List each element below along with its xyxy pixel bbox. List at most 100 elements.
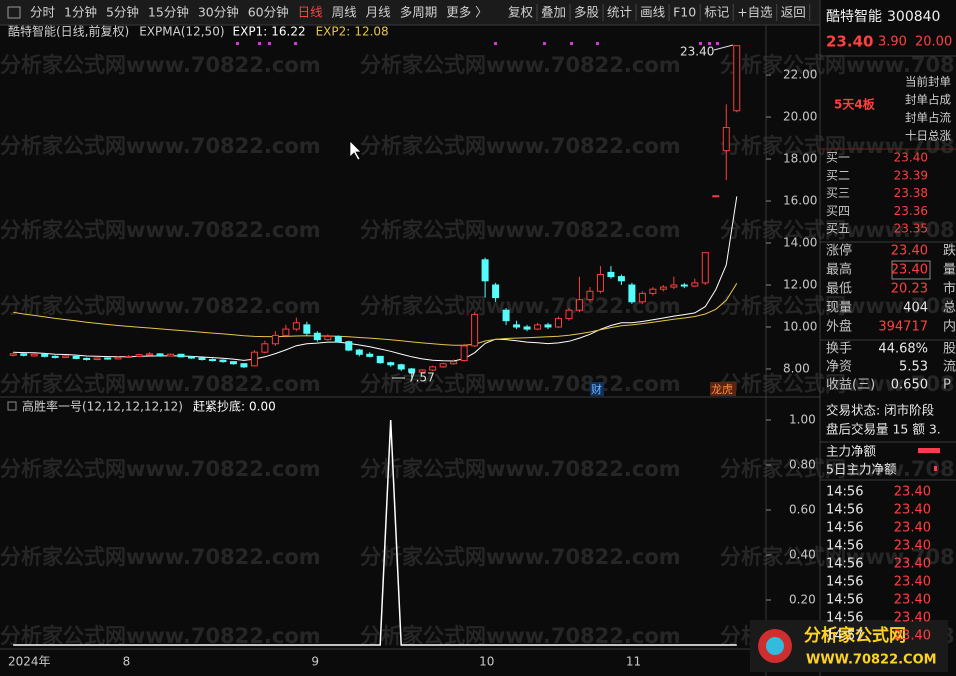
stat-label-cut: 股 — [943, 342, 956, 357]
toolbar-button[interactable]: 叠加 — [541, 5, 566, 20]
watermarks: 分析家公式网www.70822.com 分析家公式网www.70822.com 分析… — [0, 53, 956, 648]
candle-body — [586, 290, 594, 301]
watermark: 分析家公式网www.70822.com — [360, 372, 681, 396]
watermark: 分析家公式网www.70822.com — [360, 134, 681, 158]
toolbar-tab[interactable]: 5分钟 — [106, 5, 139, 20]
toolbar-tab[interactable]: 1分钟 — [64, 5, 97, 20]
stat-value: 5.53 — [899, 360, 928, 375]
stock-name: 酷特智能 — [826, 9, 882, 25]
note: 封单占成 — [905, 93, 951, 107]
stat-label-cut: 流 — [943, 360, 956, 375]
toolbar-tab[interactable]: 分时 — [30, 5, 56, 20]
y-tick-label: 22.00 — [783, 68, 817, 82]
candle-body — [72, 355, 80, 359]
y-tick-label: 1.00 — [789, 413, 816, 427]
tag-box — [710, 382, 736, 396]
stat-value: 404 — [903, 301, 928, 316]
candle-body — [104, 357, 112, 360]
candle-body — [366, 353, 374, 357]
candle-body — [596, 273, 604, 292]
watermark: 分析家公式网www.70822.com — [360, 294, 681, 318]
candle-body — [450, 361, 458, 365]
stat-label: 收益(三) — [826, 378, 875, 393]
candle-body — [208, 359, 216, 362]
tick-price: 23.40 — [894, 539, 931, 554]
candle-body — [429, 366, 437, 371]
toolbar-button[interactable]: +自选 — [737, 5, 773, 20]
y-tick-label: 12.00 — [783, 277, 817, 291]
tick-time: 14:56 — [826, 575, 863, 590]
watermark: 分析家公式网www.70822.com — [0, 457, 321, 481]
candle-body — [617, 276, 625, 282]
bid-price: 23.36 — [894, 204, 928, 218]
candle-body — [93, 357, 101, 361]
tag: 财 — [591, 382, 602, 396]
logo-url: WWW.70822.COM — [806, 653, 937, 668]
candle-body — [20, 353, 28, 356]
watermark: 分析家公式网www.70822.com — [360, 218, 681, 242]
candle-body — [292, 322, 300, 330]
toolbar-tab[interactable]: 更多 〉 — [446, 5, 487, 20]
toolbar-button[interactable]: F10 — [673, 5, 696, 20]
menu-icon[interactable] — [7, 6, 21, 19]
toolbar-button[interactable]: 画线 — [640, 5, 666, 20]
stat-label: 最低 — [826, 282, 852, 297]
candle-body — [471, 313, 479, 347]
expma-line — [13, 283, 738, 346]
stat-value: 23.40 — [891, 244, 928, 259]
candle-body — [135, 354, 143, 357]
watermark: 分析家公式网www.70822.com — [720, 218, 956, 242]
candle-body — [198, 357, 206, 361]
tick-time: 14:56 — [826, 503, 863, 518]
toolbar-tab[interactable]: 日线 — [298, 5, 324, 20]
toolbar-button[interactable]: 标记 — [704, 5, 730, 20]
candle-body — [555, 318, 562, 328]
stock-code: 300840 — [887, 9, 940, 25]
toolbar-button[interactable]: 多股 — [574, 5, 600, 20]
candle-body — [177, 353, 185, 358]
tick-price: 23.40 — [894, 593, 931, 608]
toolbar-button[interactable]: 复权 — [508, 5, 534, 20]
tick-time: 14:56 — [826, 593, 863, 608]
toolbar-tab[interactable]: 15分钟 — [148, 5, 189, 20]
candle-body — [638, 292, 646, 303]
candle-body — [397, 364, 405, 370]
candle-body — [691, 282, 699, 287]
toolbar-tab[interactable]: 60分钟 — [248, 5, 289, 20]
stat-label: 最高 — [826, 262, 852, 278]
y-tick-label: 16.00 — [783, 194, 817, 208]
stat-value: 44.68% — [878, 342, 928, 357]
tick-time: 14:56 — [826, 557, 863, 572]
x-tick-label: 2024年 — [8, 655, 51, 669]
candle-body — [9, 353, 17, 356]
candle-body — [575, 299, 583, 311]
candle-body — [544, 324, 552, 328]
candle-body — [83, 357, 91, 361]
candle-body — [51, 355, 59, 358]
toolbar-tab[interactable]: 月线 — [366, 5, 392, 20]
bid-price: 23.35 — [894, 222, 928, 236]
y-tick-label: 0.20 — [789, 593, 816, 607]
candle-body — [125, 355, 133, 358]
tick-price: 23.40 — [894, 503, 931, 518]
y-tick-label: 14.00 — [783, 236, 817, 250]
candle-body — [219, 359, 227, 363]
stat-value: 0.650 — [891, 378, 928, 393]
toolbar-tab[interactable]: 多周期 — [400, 5, 438, 20]
note: 十日总涨 — [905, 129, 951, 143]
toolbar-button[interactable]: 返回 — [781, 5, 806, 20]
bid-price: 23.38 — [894, 186, 928, 200]
y-tick-label: 18.00 — [783, 152, 817, 166]
tick-price: 23.40 — [894, 611, 931, 626]
logo-name: 分析家公式网 — [804, 625, 906, 646]
tick-time: 14:56 — [826, 485, 863, 500]
legend-label: EXP2: — [316, 25, 351, 39]
toolbar-tab[interactable]: 周线 — [332, 5, 358, 20]
stat-label-cut: 总 — [943, 301, 956, 316]
candle-body — [712, 195, 720, 198]
highlight-box — [891, 260, 931, 280]
flow-bar — [918, 448, 940, 453]
candle-body — [229, 361, 237, 365]
toolbar-button[interactable]: 统计 — [607, 5, 632, 20]
toolbar-tab[interactable]: 30分钟 — [198, 5, 239, 20]
